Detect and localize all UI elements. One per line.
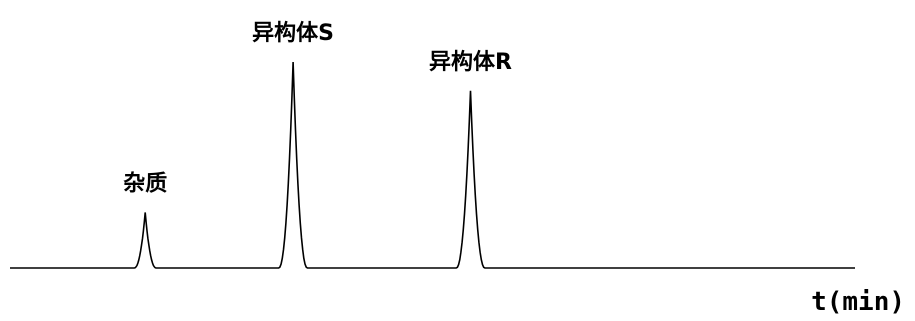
peak-label: 异构体R xyxy=(429,49,512,75)
x-axis-label: t(min) xyxy=(811,287,905,317)
peak-label: 异构体S xyxy=(252,20,334,46)
chromatogram-trace xyxy=(10,61,855,269)
peak-labels: 杂质 异构体S 异构体R xyxy=(123,20,512,196)
peak-label: 杂质 xyxy=(123,171,167,196)
